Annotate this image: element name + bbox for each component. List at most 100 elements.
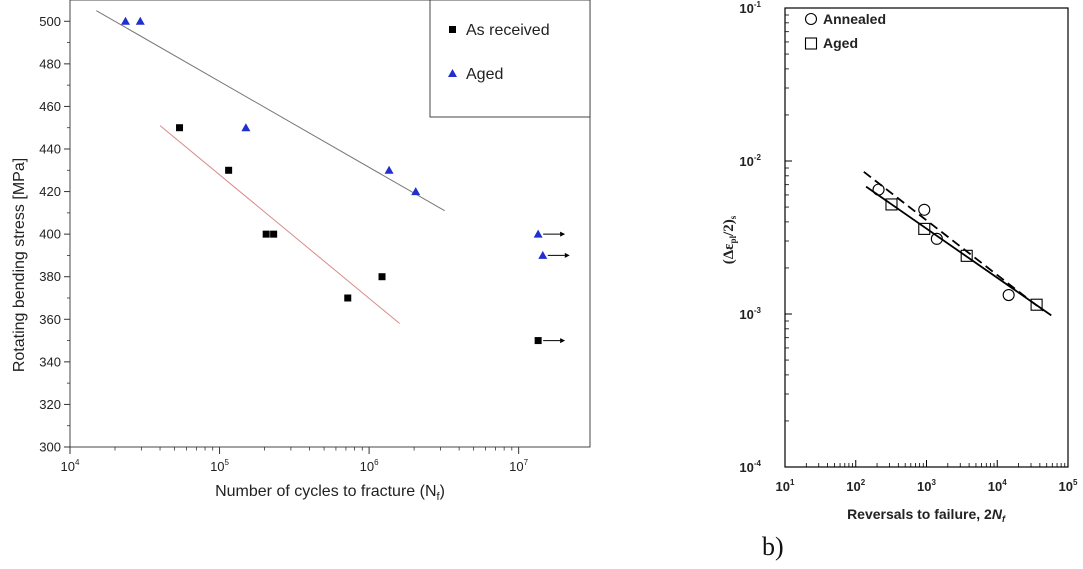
chart-a-y-ticks: 300 320 340 360 380 400 420 440 460 480 500 xyxy=(39,14,70,455)
aged-point xyxy=(538,250,548,259)
legend-circle-marker-icon xyxy=(804,12,818,26)
x-tick-label-1-base: 10 xyxy=(846,479,860,494)
legend-as-received-label: As received xyxy=(466,22,550,39)
x-tick-label-2-exp: 3 xyxy=(932,478,937,487)
fit-line-1 xyxy=(96,10,445,212)
y-tick-label-2: 10-2 xyxy=(739,153,761,169)
chart-a-fit-lines xyxy=(96,10,445,324)
chart-b-ylabel-sub2: s xyxy=(728,215,738,219)
y-tick-label-8: 460 xyxy=(39,99,61,114)
runout-arrow-icon xyxy=(560,231,566,237)
chart-b-y-axis-label: (Δεpl/2)s xyxy=(721,215,738,264)
y-tick-label-7: 440 xyxy=(39,142,61,157)
chart-a-legend-box xyxy=(429,0,591,118)
y-tick-label-6: 420 xyxy=(39,184,61,199)
chart-a-x-axis-label: Number of cycles to fracture (Nf) xyxy=(215,483,445,503)
panel-label-b: b) xyxy=(762,532,784,561)
x-tick-label-3: 104 xyxy=(988,478,1007,494)
x-tick-label-2: 103 xyxy=(917,478,936,494)
y-tick-label-1-exp: -3 xyxy=(754,306,762,315)
legend-aged-label: Aged xyxy=(466,66,503,83)
x-tick-label-2-exp: 6 xyxy=(374,458,379,467)
x-tick-label-3: 107 xyxy=(509,458,528,474)
chart-a-xlabel-tail: ) xyxy=(440,483,445,500)
x-tick-label-1-exp: 2 xyxy=(861,478,866,487)
chart-b-xlabel-main: Reversals to failure, 2 xyxy=(847,506,992,522)
y-tick-label-2-base: 10 xyxy=(739,154,753,169)
as-received-point xyxy=(225,166,233,174)
y-tick-label-5: 400 xyxy=(39,227,61,242)
as-received-point xyxy=(378,273,386,281)
x-tick-label-1: 102 xyxy=(846,478,865,494)
y-tick-label-2-exp: -2 xyxy=(754,153,762,162)
y-tick-label-1: 320 xyxy=(39,397,61,412)
x-tick-label-3-exp: 4 xyxy=(1002,478,1007,487)
chart-b: 101 102 103 104 105 10-410-310-210-1 Reversa… xyxy=(721,0,1078,524)
fit-line-0 xyxy=(159,125,400,324)
legend-aged-label: Aged xyxy=(823,35,858,51)
chart-a: 104 105 106 107 300320340360380400420440460… xyxy=(11,0,591,503)
x-tick-label-3-base: 10 xyxy=(988,479,1002,494)
x-tick-label-0-base: 10 xyxy=(61,459,75,474)
y-tick-label-0: 10-4 xyxy=(739,459,761,475)
chart-b-legend: Annealed Aged xyxy=(804,11,886,51)
chart-b-ylabel-mid: /2) xyxy=(721,219,737,237)
aged-point xyxy=(533,229,543,238)
runout-arrow-icon xyxy=(560,338,566,344)
annealed-point xyxy=(1002,289,1015,302)
as-received-point xyxy=(262,230,270,238)
chart-a-xlabel-main: Number of cycles to fracture (N xyxy=(215,483,436,500)
x-tick-label-2: 106 xyxy=(360,458,379,474)
y-tick-label-0-exp: -4 xyxy=(754,459,762,468)
x-tick-label-1-exp: 5 xyxy=(225,458,230,467)
fit-line-1 xyxy=(865,185,1052,317)
chart-b-fit-lines xyxy=(863,171,1052,317)
x-tick-label-1-base: 10 xyxy=(210,459,224,474)
x-tick-label-4-exp: 5 xyxy=(1073,478,1078,487)
as-received-point xyxy=(270,230,278,238)
chart-a-xlabel-sub: f xyxy=(437,491,441,503)
y-tick-label-3-base: 10 xyxy=(739,1,753,16)
chart-b-xlabel-italic: N xyxy=(992,506,1003,522)
x-tick-label-0-base: 10 xyxy=(776,479,790,494)
x-tick-label-2-base: 10 xyxy=(917,479,931,494)
y-tick-label-1: 10-3 xyxy=(739,306,761,322)
y-tick-label-0: 300 xyxy=(39,440,61,455)
chart-b-frame xyxy=(784,7,1069,468)
chart-a-frame xyxy=(69,0,591,448)
y-tick-label-9: 480 xyxy=(39,56,61,71)
annealed-point xyxy=(930,232,943,245)
legend-square-marker-icon xyxy=(804,37,818,50)
legend-square-marker-icon xyxy=(449,26,456,33)
y-tick-label-3: 10-1 xyxy=(739,0,761,16)
chart-b-points xyxy=(872,183,1043,311)
y-tick-label-0-base: 10 xyxy=(739,460,753,475)
as-received-point xyxy=(534,337,542,345)
x-tick-label-0: 104 xyxy=(61,458,80,474)
x-tick-label-4-base: 10 xyxy=(1059,479,1073,494)
legend-triangle-marker-icon xyxy=(448,69,457,77)
x-tick-label-0: 101 xyxy=(776,478,795,494)
runout-arrow-icon xyxy=(564,252,570,258)
aged-point xyxy=(120,16,130,25)
aged-point xyxy=(960,249,973,262)
aged-point xyxy=(1030,298,1043,311)
aged-point xyxy=(241,123,251,132)
chart-a-y-axis-label: Rotating bending stress [MPa] xyxy=(11,158,28,372)
aged-point xyxy=(885,198,898,211)
aged-point xyxy=(918,222,931,235)
chart-a-legend: As received Aged xyxy=(429,0,591,118)
y-tick-label-3-exp: -1 xyxy=(754,0,762,9)
y-tick-label-2: 340 xyxy=(39,354,61,369)
chart-b-x-ticks: 101 102 103 104 105 xyxy=(776,460,1078,494)
x-tick-label-3-base: 10 xyxy=(509,459,523,474)
chart-b-xlabel-sub: f xyxy=(1002,514,1006,524)
x-tick-label-0-exp: 1 xyxy=(790,478,795,487)
y-tick-label-3: 360 xyxy=(39,312,61,327)
x-tick-label-3-exp: 7 xyxy=(524,458,529,467)
fit-line-0 xyxy=(863,171,1045,312)
chart-a-points xyxy=(120,16,570,345)
as-received-point xyxy=(344,294,352,302)
x-tick-label-4: 105 xyxy=(1059,478,1078,494)
aged-point xyxy=(135,16,145,25)
